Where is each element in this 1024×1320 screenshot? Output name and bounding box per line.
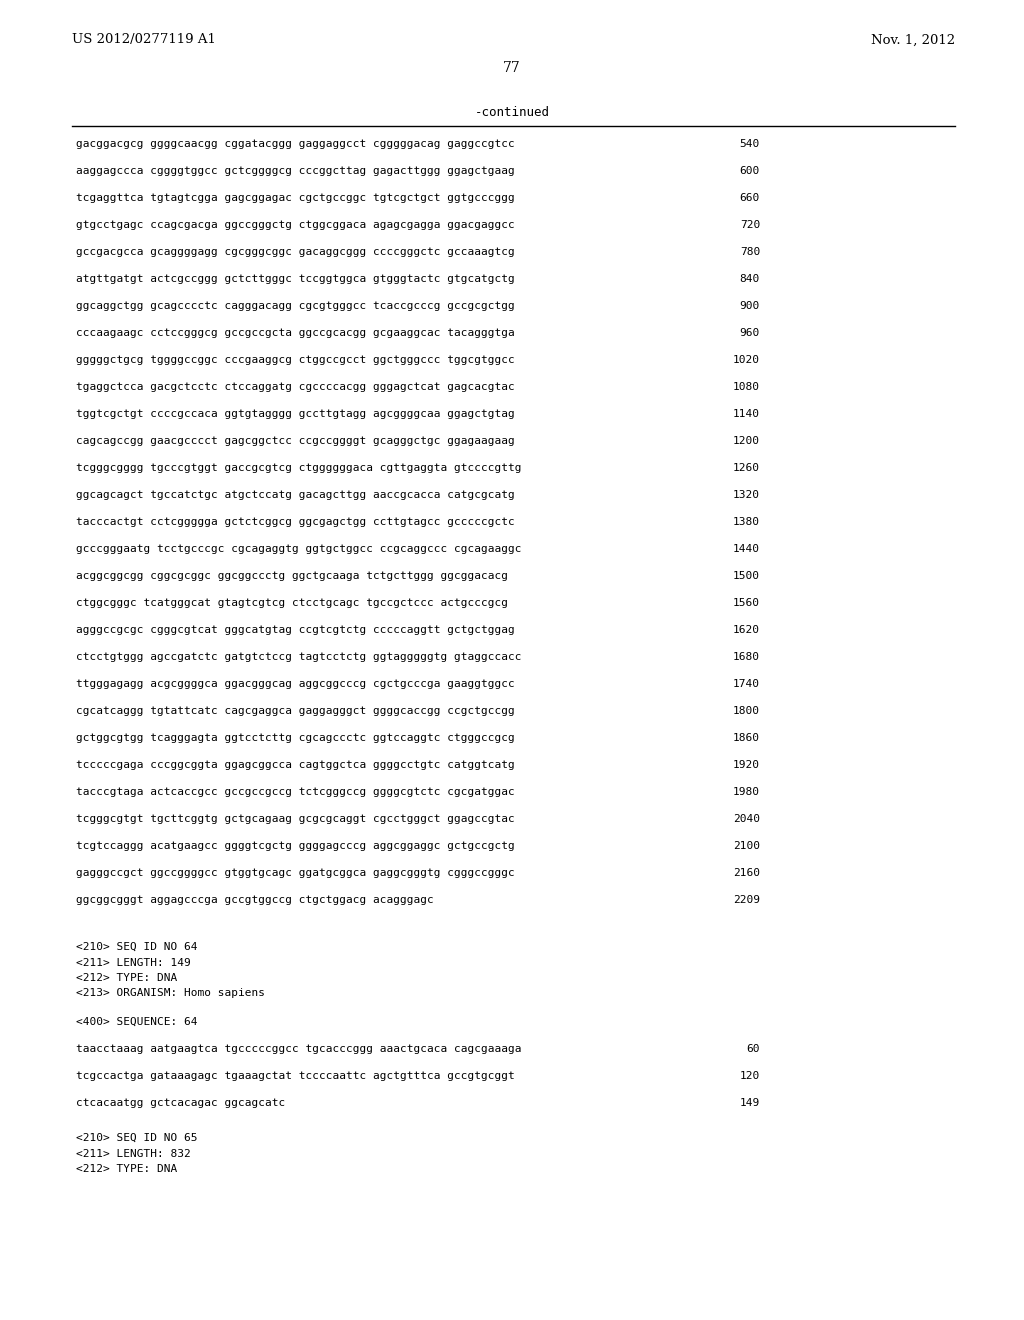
Text: aaggagccca cggggtggcc gctcggggcg cccggcttag gagacttggg ggagctgaag: aaggagccca cggggtggcc gctcggggcg cccggct…: [76, 166, 515, 176]
Text: gccgacgcca gcaggggagg cgcgggcggc gacaggcggg ccccgggctc gccaaagtcg: gccgacgcca gcaggggagg cgcgggcggc gacaggc…: [76, 247, 515, 257]
Text: 1560: 1560: [733, 598, 760, 609]
Text: 540: 540: [739, 139, 760, 149]
Text: 1020: 1020: [733, 355, 760, 366]
Text: gtgcctgagc ccagcgacga ggccgggctg ctggcggaca agagcgagga ggacgaggcc: gtgcctgagc ccagcgacga ggccgggctg ctggcgg…: [76, 220, 515, 230]
Text: tcgaggttca tgtagtcgga gagcggagac cgctgccggc tgtcgctgct ggtgcccggg: tcgaggttca tgtagtcgga gagcggagac cgctgcc…: [76, 193, 515, 203]
Text: tacccactgt cctcggggga gctctcggcg ggcgagctgg ccttgtagcc gcccccgctc: tacccactgt cctcggggga gctctcggcg ggcgagc…: [76, 517, 515, 527]
Text: tgaggctcca gacgctcctc ctccaggatg cgccccacgg gggagctcat gagcacgtac: tgaggctcca gacgctcctc ctccaggatg cgcccca…: [76, 381, 515, 392]
Text: Nov. 1, 2012: Nov. 1, 2012: [870, 33, 955, 46]
Text: 1680: 1680: [733, 652, 760, 663]
Text: tcccccgaga cccggcggta ggagcggcca cagtggctca ggggcctgtc catggtcatg: tcccccgaga cccggcggta ggagcggcca cagtggc…: [76, 760, 515, 770]
Text: <212> TYPE: DNA: <212> TYPE: DNA: [76, 973, 177, 983]
Text: gggggctgcg tggggccggc cccgaaggcg ctggccgcct ggctgggccc tggcgtggcc: gggggctgcg tggggccggc cccgaaggcg ctggccg…: [76, 355, 515, 366]
Text: gctggcgtgg tcagggagta ggtcctcttg cgcagccctc ggtccaggtc ctgggccgcg: gctggcgtgg tcagggagta ggtcctcttg cgcagcc…: [76, 733, 515, 743]
Text: 2209: 2209: [733, 895, 760, 906]
Text: acggcggcgg cggcgcggc ggcggccctg ggctgcaaga tctgcttggg ggcggacacg: acggcggcgg cggcgcggc ggcggccctg ggctgcaa…: [76, 572, 508, 581]
Text: 120: 120: [739, 1072, 760, 1081]
Text: tacccgtaga actcaccgcc gccgccgccg tctcgggccg ggggcgtctc cgcgatggac: tacccgtaga actcaccgcc gccgccgccg tctcggg…: [76, 787, 515, 797]
Text: <210> SEQ ID NO 64: <210> SEQ ID NO 64: [76, 942, 198, 952]
Text: 600: 600: [739, 166, 760, 176]
Text: gcccgggaatg tcctgcccgc cgcagaggtg ggtgctggcc ccgcaggccc cgcagaaggc: gcccgggaatg tcctgcccgc cgcagaggtg ggtgct…: [76, 544, 521, 554]
Text: 2160: 2160: [733, 869, 760, 878]
Text: ggcagcagct tgccatctgc atgctccatg gacagcttgg aaccgcacca catgcgcatg: ggcagcagct tgccatctgc atgctccatg gacagct…: [76, 490, 515, 500]
Text: ctcacaatgg gctcacagac ggcagcatc: ctcacaatgg gctcacagac ggcagcatc: [76, 1098, 286, 1109]
Text: 1800: 1800: [733, 706, 760, 715]
Text: 149: 149: [739, 1098, 760, 1109]
Text: taacctaaag aatgaagtca tgcccccggcc tgcacccggg aaactgcaca cagcgaaaga: taacctaaag aatgaagtca tgcccccggcc tgcacc…: [76, 1044, 521, 1055]
Text: 1140: 1140: [733, 409, 760, 418]
Text: atgttgatgt actcgccggg gctcttgggc tccggtggca gtgggtactc gtgcatgctg: atgttgatgt actcgccggg gctcttgggc tccggtg…: [76, 275, 515, 284]
Text: tcgggcgtgt tgcttcggtg gctgcagaag gcgcgcaggt cgcctgggct ggagccgtac: tcgggcgtgt tgcttcggtg gctgcagaag gcgcgca…: [76, 814, 515, 824]
Text: ggcggcgggt aggagcccga gccgtggccg ctgctggacg acagggagc: ggcggcgggt aggagcccga gccgtggccg ctgctgg…: [76, 895, 434, 906]
Text: 1500: 1500: [733, 572, 760, 581]
Text: ctggcgggc tcatgggcat gtagtcgtcg ctcctgcagc tgccgctccc actgcccgcg: ctggcgggc tcatgggcat gtagtcgtcg ctcctgca…: [76, 598, 508, 609]
Text: 1200: 1200: [733, 436, 760, 446]
Text: 840: 840: [739, 275, 760, 284]
Text: 60: 60: [746, 1044, 760, 1055]
Text: agggccgcgc cgggcgtcat gggcatgtag ccgtcgtctg cccccaggtt gctgctggag: agggccgcgc cgggcgtcat gggcatgtag ccgtcgt…: [76, 624, 515, 635]
Text: 1980: 1980: [733, 787, 760, 797]
Text: cgcatcaggg tgtattcatc cagcgaggca gaggagggct ggggcaccgg ccgctgccgg: cgcatcaggg tgtattcatc cagcgaggca gaggagg…: [76, 706, 515, 715]
Text: 77: 77: [503, 61, 521, 75]
Text: cagcagccgg gaacgcccct gagcggctcc ccgccggggt gcagggctgc ggagaagaag: cagcagccgg gaacgcccct gagcggctcc ccgccgg…: [76, 436, 515, 446]
Text: gacggacgcg ggggcaacgg cggatacggg gaggaggcct cgggggacag gaggccgtcc: gacggacgcg ggggcaacgg cggatacggg gaggagg…: [76, 139, 515, 149]
Text: 900: 900: [739, 301, 760, 312]
Text: 2040: 2040: [733, 814, 760, 824]
Text: 1620: 1620: [733, 624, 760, 635]
Text: 720: 720: [739, 220, 760, 230]
Text: <211> LENGTH: 149: <211> LENGTH: 149: [76, 957, 190, 968]
Text: 1440: 1440: [733, 544, 760, 554]
Text: ggcaggctgg gcagcccctc cagggacagg cgcgtgggcc tcaccgcccg gccgcgctgg: ggcaggctgg gcagcccctc cagggacagg cgcgtgg…: [76, 301, 515, 312]
Text: <212> TYPE: DNA: <212> TYPE: DNA: [76, 1164, 177, 1173]
Text: tcgccactga gataaagagc tgaaagctat tccccaattc agctgtttca gccgtgcggt: tcgccactga gataaagagc tgaaagctat tccccaa…: [76, 1072, 515, 1081]
Text: 1380: 1380: [733, 517, 760, 527]
Text: 1080: 1080: [733, 381, 760, 392]
Text: tcgtccaggg acatgaagcc ggggtcgctg ggggagcccg aggcggaggc gctgccgctg: tcgtccaggg acatgaagcc ggggtcgctg ggggagc…: [76, 841, 515, 851]
Text: tcgggcgggg tgcccgtggt gaccgcgtcg ctggggggaca cgttgaggta gtccccgttg: tcgggcgggg tgcccgtggt gaccgcgtcg ctggggg…: [76, 463, 521, 473]
Text: ctcctgtggg agccgatctc gatgtctccg tagtcctctg ggtagggggtg gtaggccacc: ctcctgtggg agccgatctc gatgtctccg tagtcct…: [76, 652, 521, 663]
Text: <213> ORGANISM: Homo sapiens: <213> ORGANISM: Homo sapiens: [76, 989, 265, 998]
Text: 1860: 1860: [733, 733, 760, 743]
Text: 780: 780: [739, 247, 760, 257]
Text: <210> SEQ ID NO 65: <210> SEQ ID NO 65: [76, 1133, 198, 1143]
Text: 1320: 1320: [733, 490, 760, 500]
Text: 1740: 1740: [733, 678, 760, 689]
Text: 1920: 1920: [733, 760, 760, 770]
Text: cccaagaagc cctccgggcg gccgccgcta ggccgcacgg gcgaaggcac tacagggtga: cccaagaagc cctccgggcg gccgccgcta ggccgca…: [76, 327, 515, 338]
Text: <211> LENGTH: 832: <211> LENGTH: 832: [76, 1148, 190, 1159]
Text: US 2012/0277119 A1: US 2012/0277119 A1: [72, 33, 216, 46]
Text: <400> SEQUENCE: 64: <400> SEQUENCE: 64: [76, 1016, 198, 1027]
Text: 1260: 1260: [733, 463, 760, 473]
Text: 960: 960: [739, 327, 760, 338]
Text: gagggccgct ggccggggcc gtggtgcagc ggatgcggca gaggcgggtg cgggccgggc: gagggccgct ggccggggcc gtggtgcagc ggatgcg…: [76, 869, 515, 878]
Text: 2100: 2100: [733, 841, 760, 851]
Text: ttgggagagg acgcggggca ggacgggcag aggcggcccg cgctgcccga gaaggtggcc: ttgggagagg acgcggggca ggacgggcag aggcggc…: [76, 678, 515, 689]
Text: 660: 660: [739, 193, 760, 203]
Text: tggtcgctgt ccccgccaca ggtgtagggg gccttgtagg agcggggcaa ggagctgtag: tggtcgctgt ccccgccaca ggtgtagggg gccttgt…: [76, 409, 515, 418]
Text: -continued: -continued: [474, 107, 550, 120]
